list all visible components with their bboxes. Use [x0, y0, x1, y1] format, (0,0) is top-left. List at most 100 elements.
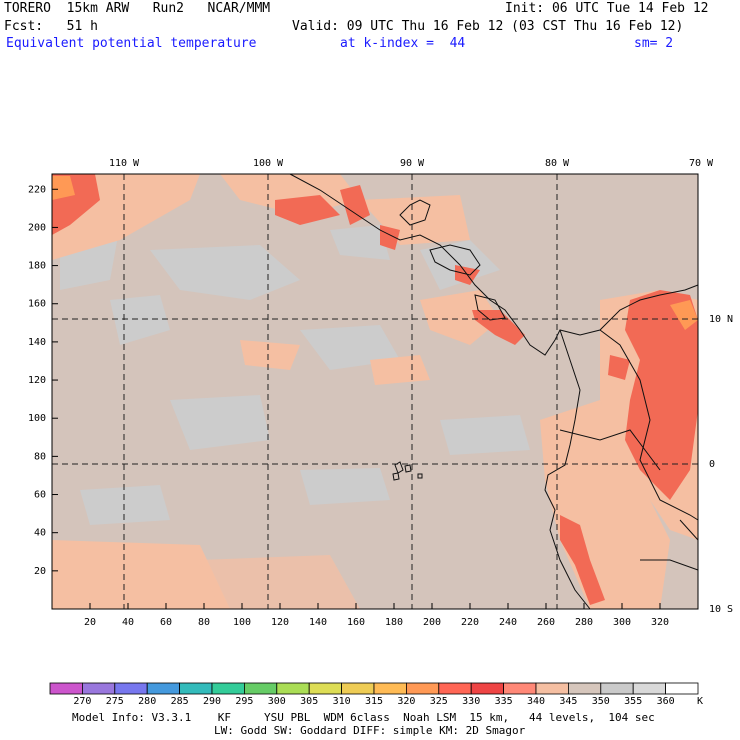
galapagos-island: [394, 461, 404, 474]
lon-label: 110 W: [109, 158, 140, 169]
x-tick-label: 260: [537, 617, 555, 628]
colorbar-swatch: [179, 682, 213, 695]
physics-info: LW: Godd SW: Goddard DIFF: simple KM: 2D…: [214, 724, 526, 737]
x-tick-label: 20: [84, 617, 96, 628]
galapagos-island: [404, 464, 412, 473]
central-america-coast: [289, 173, 699, 356]
model-title: TORERO 15km ARW Run2 NCAR/MMM: [4, 1, 271, 16]
colorbar-level-label: 315: [365, 696, 383, 707]
colorbar-swatch: [535, 682, 569, 695]
colorbar-level-label: 330: [462, 696, 480, 707]
colorbar-swatch: [600, 682, 634, 695]
field-patch: [300, 468, 390, 505]
colorbar-swatch: [276, 682, 310, 695]
x-tick-label: 140: [309, 617, 327, 628]
x-tick-label: 60: [160, 617, 172, 628]
field-patch: [200, 555, 360, 609]
y-tick-label: 200: [28, 222, 46, 233]
country-border: [679, 519, 699, 541]
field-patch: [52, 540, 230, 609]
colorbar-swatch: [503, 682, 537, 695]
lat-label: 0: [709, 459, 715, 470]
field-patch: [170, 395, 270, 450]
y-tick-labels: 220 200 180 160 140 120 100 80 60 40 20: [28, 184, 46, 577]
x-tick-label: 120: [271, 617, 289, 628]
colorbar-swatch: [308, 682, 343, 695]
field-patch: [380, 225, 400, 250]
colorbar-level-label: 320: [397, 696, 415, 707]
forecast-hour: Fcst: 51 h: [4, 19, 98, 34]
colorbar-swatch: [568, 682, 602, 695]
x-tick-label: 180: [385, 617, 403, 628]
colorbar: [49, 682, 699, 695]
field-plot: [52, 174, 698, 609]
colorbar-swatch: [341, 682, 375, 695]
x-tick-label: 100: [233, 617, 251, 628]
colorbar-swatch: [49, 682, 83, 695]
colorbar-swatch: [632, 682, 667, 695]
x-tick-label: 280: [575, 617, 593, 628]
colorbar-level-label: 280: [138, 696, 156, 707]
colorbar-level-label: 305: [300, 696, 318, 707]
colorbar-swatch: [405, 682, 440, 695]
field-patch: [560, 515, 605, 605]
colorbar-swatch: [82, 682, 116, 695]
lon-label: 80 W: [545, 158, 570, 169]
y-tick-label: 80: [34, 451, 46, 462]
valid-time: Valid: 09 UTC Thu 16 Feb 12 (03 CST Thu …: [292, 19, 684, 34]
field-patch: [420, 290, 500, 345]
tick-marks: [52, 188, 661, 609]
colorbar-level-label: 300: [268, 696, 286, 707]
galapagos-island: [417, 473, 423, 479]
country-border: [640, 559, 699, 571]
colorbar-level-label: 290: [203, 696, 221, 707]
colorbar-level-label: 285: [171, 696, 189, 707]
colorbar-swatch: [211, 682, 245, 695]
x-tick-label: 300: [613, 617, 631, 628]
colorbar-level-label: 270: [73, 696, 91, 707]
colorbar-level-label: 360: [657, 696, 675, 707]
lon-label: 90 W: [400, 158, 425, 169]
x-tick-label: 320: [651, 617, 669, 628]
colorbar-level-label: 310: [333, 696, 351, 707]
x-tick-label: 200: [423, 617, 441, 628]
init-time: Init: 06 UTC Tue 14 Feb 12: [505, 1, 709, 16]
colorbar-level-label: 355: [624, 696, 642, 707]
colorbar-swatch: [665, 682, 699, 695]
field-patch: [340, 185, 370, 225]
field-patch: [52, 176, 75, 200]
field-patch: [275, 195, 340, 225]
field-patch: [360, 195, 470, 245]
colorbar-level-label: 340: [527, 696, 545, 707]
field-patch: [608, 355, 630, 380]
field-patch: [330, 225, 390, 260]
x-tick-label: 40: [122, 617, 134, 628]
field-patch: [240, 340, 300, 370]
field-name: Equivalent potential temperature: [6, 36, 257, 51]
colorbar-level-label: 275: [106, 696, 124, 707]
lon-label: 100 W: [253, 158, 284, 169]
x-tick-label: 160: [347, 617, 365, 628]
colorbar-unit: K: [697, 696, 703, 707]
lat-label: 10 S: [709, 604, 733, 615]
model-info: Model Info: V3.3.1 KF YSU PBL WDM 6class…: [72, 711, 655, 724]
south-america-coast: [544, 329, 591, 610]
country-border: [599, 329, 699, 521]
galapagos-island: [392, 472, 400, 481]
x-tick-label: 240: [499, 617, 517, 628]
yucatan-outline: [399, 199, 431, 226]
lat-label: 10 N: [709, 314, 733, 325]
colorbar-level-label: 350: [592, 696, 610, 707]
colorbar-level-label: 345: [559, 696, 577, 707]
colorbar-level-label: 325: [430, 696, 448, 707]
level-info: at k-index = 44: [340, 36, 466, 51]
colorbar-swatch: [146, 682, 180, 695]
x-tick-labels: 20 40 60 80 100 120 140 160 180 200 220 240 260 280 30…: [84, 617, 669, 628]
field-patch: [440, 415, 530, 455]
coastlines: [289, 173, 699, 610]
y-tick-label: 180: [28, 261, 46, 272]
y-tick-label: 140: [28, 337, 46, 348]
field-patch: [300, 325, 400, 370]
lon-label: 70 W: [689, 158, 714, 169]
